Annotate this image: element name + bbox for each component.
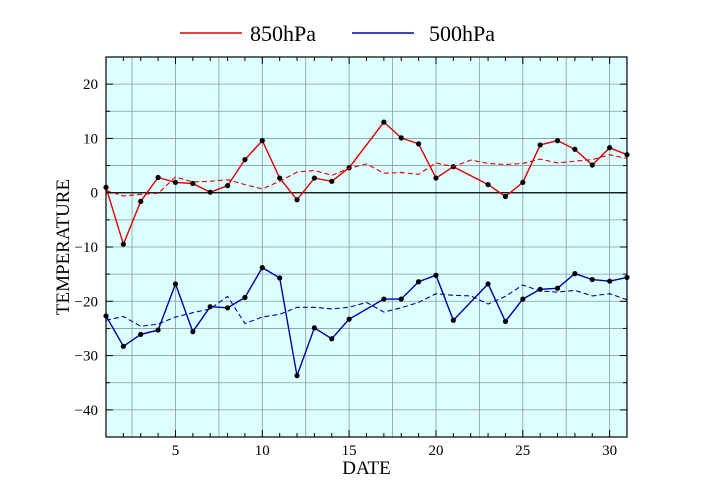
data-point	[138, 331, 144, 337]
data-point	[607, 278, 613, 284]
data-point	[138, 198, 144, 204]
series-layer	[103, 119, 630, 379]
grid	[106, 57, 627, 437]
data-point	[398, 296, 404, 302]
data-point	[572, 146, 578, 152]
x-axis-title: DATE	[342, 458, 391, 479]
x-tick-label: 5	[172, 443, 180, 459]
y-tick-label: −40	[75, 403, 98, 419]
data-point	[502, 318, 509, 324]
y-tick-label: −30	[75, 349, 98, 365]
data-point	[120, 343, 126, 349]
y-axis-title: TEMPERATURE	[53, 179, 74, 315]
data-point	[589, 276, 595, 283]
data-point	[207, 189, 213, 195]
series-line-1-dashed	[105, 154, 628, 197]
data-point	[485, 181, 491, 188]
data-point	[311, 325, 317, 331]
data-point	[607, 145, 613, 151]
data-point	[155, 174, 161, 181]
x-tick-label: 25	[515, 443, 530, 459]
data-point	[485, 281, 491, 287]
data-point	[416, 279, 422, 285]
data-point	[207, 304, 213, 310]
data-point	[520, 179, 526, 185]
y-tick-label: −20	[75, 294, 98, 310]
series-line-3-dashed	[105, 284, 628, 327]
data-point	[554, 285, 561, 291]
y-tick-label: 20	[83, 77, 98, 93]
data-point	[433, 175, 439, 181]
data-point	[329, 178, 335, 184]
data-point	[311, 175, 317, 181]
data-point	[224, 305, 231, 311]
data-point	[224, 183, 231, 189]
data-point	[172, 281, 179, 287]
data-point	[346, 316, 352, 322]
data-point	[294, 373, 300, 379]
data-point	[259, 138, 265, 144]
y-tick-label: −10	[75, 240, 98, 256]
x-tick-label: 10	[255, 443, 270, 459]
legend-label-850hpa: 850hPa	[250, 21, 316, 46]
x-tick-label: 15	[342, 443, 357, 459]
data-point	[502, 193, 509, 200]
data-point	[520, 296, 526, 302]
data-point	[120, 241, 126, 247]
tick-layer: 5 10 15 20 25 30 20 10 0 −10 −20 −30 −40	[75, 56, 628, 459]
data-point	[589, 162, 595, 168]
data-point	[294, 197, 300, 203]
data-point	[190, 329, 196, 335]
x-tick-label: 20	[428, 443, 443, 459]
data-point	[381, 119, 387, 125]
data-point	[433, 272, 439, 278]
data-point	[537, 142, 543, 148]
data-point	[381, 296, 387, 302]
data-point	[572, 271, 578, 277]
data-point	[155, 327, 161, 333]
data-point	[242, 294, 248, 301]
data-point	[259, 265, 265, 271]
y-tick-label: 0	[91, 186, 99, 202]
data-point	[398, 135, 404, 141]
legend-label-500hpa: 500hPa	[429, 21, 495, 46]
data-point	[172, 179, 179, 185]
y-tick-label: 10	[83, 131, 98, 147]
data-point	[277, 275, 283, 281]
legend: 850hPa 500hPa	[180, 21, 495, 46]
data-point	[450, 317, 456, 323]
data-point	[277, 175, 283, 181]
data-point	[416, 141, 422, 147]
data-point	[554, 138, 561, 144]
data-point	[329, 336, 335, 342]
x-tick-label: 30	[602, 443, 617, 459]
data-point	[242, 157, 248, 163]
